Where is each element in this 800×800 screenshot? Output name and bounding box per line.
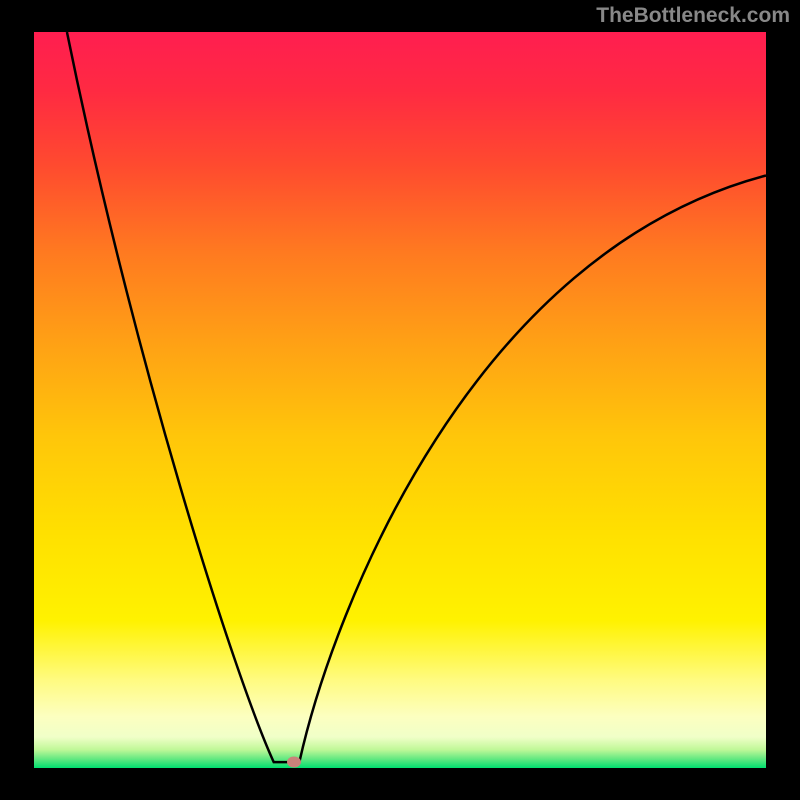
watermark-text: TheBottleneck.com — [596, 4, 790, 28]
optimal-point-marker — [287, 757, 301, 768]
bottleneck-curve-svg — [34, 32, 766, 768]
gradient-background — [34, 32, 766, 768]
plot-area — [34, 32, 766, 768]
